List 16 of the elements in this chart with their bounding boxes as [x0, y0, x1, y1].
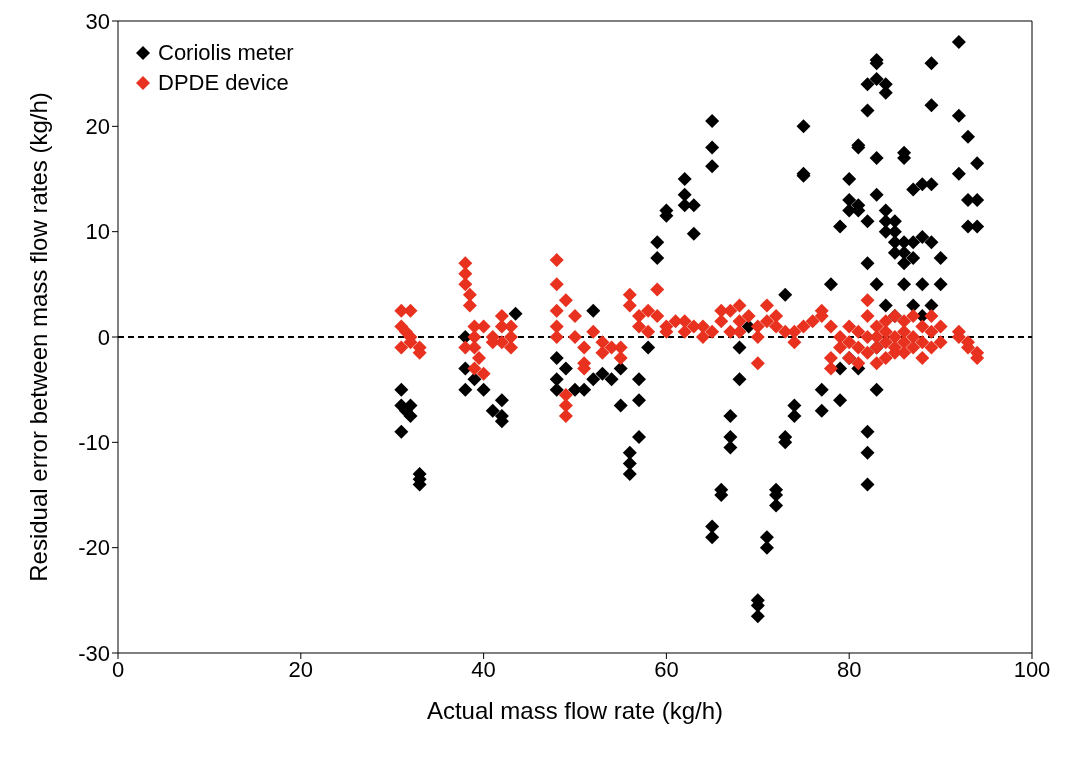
y-axis-title: Residual error between mass flow rates (kg/h)	[24, 92, 52, 582]
y-tick-label: 0	[97, 324, 110, 350]
x-tick-label: 100	[1013, 656, 1051, 682]
x-tick-label: 20	[288, 656, 314, 682]
y-tick-label: 30	[85, 8, 110, 34]
y-tick-label: -30	[78, 640, 110, 666]
legend-label: DPDE device	[158, 69, 289, 97]
y-tick-label: -20	[78, 535, 110, 561]
x-tick-label: 40	[471, 656, 496, 682]
x-tick-label: 60	[654, 656, 679, 682]
y-tick-label: 10	[85, 219, 110, 245]
y-tick-label: -10	[78, 430, 110, 456]
x-axis-title: Actual mass flow rate (kg/h)	[426, 697, 724, 724]
x-tick-label: 80	[836, 656, 862, 682]
legend-label: Coriolis meter	[158, 39, 294, 67]
y-tick-label: 20	[85, 114, 110, 140]
